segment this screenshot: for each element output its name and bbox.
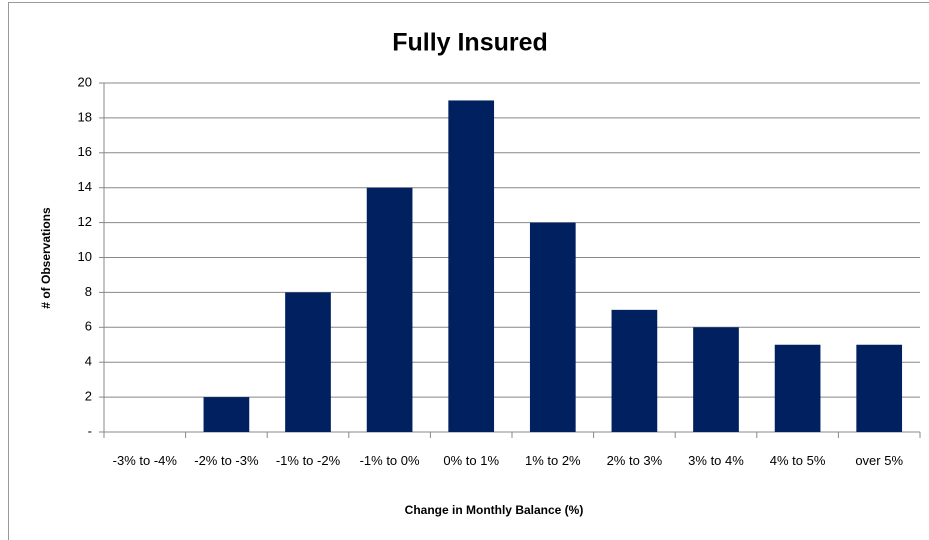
y-tick-label: 20	[78, 74, 92, 89]
chart-border	[8, 2, 929, 540]
x-tick-label: 4% to 5%	[769, 453, 826, 468]
bar	[611, 309, 658, 432]
y-tick-label: 4	[85, 354, 92, 369]
bar	[285, 292, 331, 432]
bar	[203, 397, 250, 432]
chart-title: Fully Insured	[392, 29, 548, 57]
x-tick-label: -1% to -2%	[275, 453, 341, 468]
bar	[529, 222, 576, 432]
x-tick-label: -2% to -3%	[194, 453, 259, 468]
x-axis-label: Change in Monthly Balance (%)	[405, 503, 584, 517]
bar	[774, 344, 821, 432]
y-tick-label: 2	[85, 389, 92, 404]
y-tick-label: -	[88, 423, 92, 438]
y-tick-label: 16	[78, 144, 92, 159]
y-tick-label: 6	[85, 319, 92, 334]
y-tick-label: 14	[78, 179, 92, 194]
x-tick-label: 0% to 1%	[443, 453, 500, 468]
x-tick-label: -1% to 0%	[359, 453, 420, 468]
y-axis-label: # of Observations	[39, 207, 53, 309]
x-tick-label: 3% to 4%	[688, 453, 744, 468]
x-tick-label: 2% to 3%	[606, 453, 663, 468]
x-tick-label: -3% to -4%	[112, 453, 177, 468]
y-tick-label: 10	[78, 249, 92, 264]
y-tick-label: 18	[78, 109, 92, 124]
bar	[448, 100, 495, 432]
bar	[366, 187, 413, 432]
x-tick-label: over 5%	[855, 453, 904, 468]
bar	[856, 344, 903, 432]
x-tick-label: 1% to 2%	[524, 453, 581, 468]
y-tick-label: 8	[85, 284, 92, 299]
bar	[693, 327, 739, 432]
y-tick-label: 12	[78, 214, 92, 229]
